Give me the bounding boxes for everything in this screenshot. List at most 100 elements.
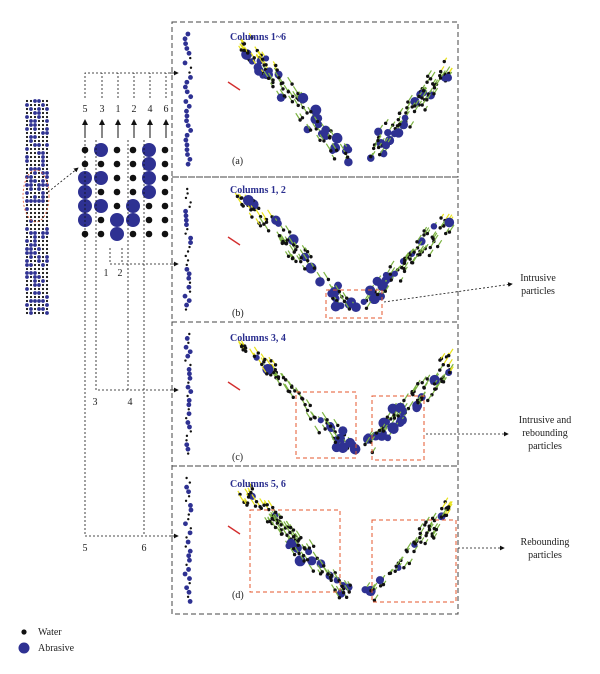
water-particle bbox=[410, 105, 414, 109]
water-particle bbox=[438, 358, 442, 362]
water-particle bbox=[303, 402, 307, 407]
abrasive-particle bbox=[33, 199, 37, 203]
svg-text:particles: particles bbox=[528, 550, 562, 561]
velocity-vector bbox=[227, 381, 241, 391]
velocity-vector bbox=[227, 236, 241, 246]
abrasive-particle bbox=[330, 301, 341, 312]
water-particle bbox=[383, 121, 388, 126]
water-particle bbox=[286, 254, 291, 259]
water-particle bbox=[290, 100, 295, 104]
abrasive-particle bbox=[142, 185, 156, 199]
water-particle bbox=[186, 192, 189, 195]
column-label-6: 6 bbox=[142, 543, 147, 554]
abrasive-particle bbox=[25, 115, 29, 119]
abrasive-particle bbox=[186, 271, 192, 277]
water-particle bbox=[421, 89, 426, 93]
water-particle bbox=[309, 110, 313, 114]
water-particle bbox=[145, 216, 153, 224]
abrasive-particle bbox=[29, 243, 33, 247]
abrasive-particle bbox=[37, 183, 41, 187]
water-particle bbox=[290, 256, 295, 261]
abrasive-particle bbox=[142, 157, 156, 171]
water-particle bbox=[184, 196, 188, 200]
abrasive-particle bbox=[29, 251, 33, 255]
water-particle bbox=[405, 549, 409, 554]
water-particle bbox=[420, 380, 424, 385]
water-particle bbox=[45, 167, 49, 171]
abrasive-particle bbox=[395, 418, 405, 427]
water-particle bbox=[33, 215, 37, 219]
water-particle bbox=[432, 382, 437, 386]
water-particle bbox=[33, 103, 37, 107]
water-particle bbox=[37, 207, 41, 211]
water-particle bbox=[300, 396, 304, 400]
abrasive-particle bbox=[395, 402, 406, 413]
water-particle bbox=[433, 387, 437, 391]
water-particle bbox=[308, 403, 312, 408]
water-particle bbox=[184, 545, 187, 548]
abrasive-particle bbox=[188, 128, 194, 133]
water-particle bbox=[374, 431, 379, 435]
water-particle bbox=[45, 163, 49, 167]
water-particle bbox=[392, 416, 397, 420]
abrasive-particle bbox=[184, 266, 190, 272]
water-particle bbox=[33, 191, 37, 195]
abrasive-particle bbox=[29, 183, 33, 187]
panel-a-tag: (a) bbox=[232, 156, 243, 167]
water-particle bbox=[284, 241, 289, 245]
abrasive-particle bbox=[187, 424, 192, 430]
water-particle bbox=[29, 111, 33, 115]
water-particle bbox=[432, 92, 436, 96]
water-particle bbox=[33, 259, 37, 263]
water-particle bbox=[37, 295, 41, 299]
water-particle bbox=[29, 127, 33, 131]
water-particle bbox=[298, 118, 302, 122]
abrasive-particle bbox=[25, 275, 29, 279]
water-particle bbox=[41, 255, 45, 259]
abrasive-particle bbox=[45, 183, 49, 187]
water-particle bbox=[37, 223, 41, 227]
water-particle bbox=[277, 76, 281, 80]
water-particle bbox=[186, 595, 190, 599]
abrasive-particle bbox=[29, 271, 33, 275]
water-particle bbox=[438, 69, 443, 74]
water-particle bbox=[25, 139, 29, 143]
water-particle bbox=[33, 131, 37, 135]
water-particle bbox=[286, 389, 290, 393]
water-particle bbox=[41, 267, 45, 271]
water-particle bbox=[242, 42, 247, 46]
water-particle bbox=[33, 203, 37, 207]
water-particle bbox=[337, 289, 342, 294]
water-particle bbox=[435, 244, 440, 249]
water-particle bbox=[33, 155, 37, 159]
abrasive-particle bbox=[37, 115, 41, 119]
abrasive-particle bbox=[184, 89, 190, 95]
abrasive-particle bbox=[187, 530, 193, 536]
column-label-3-top: 3 bbox=[100, 104, 105, 115]
water-particle bbox=[337, 596, 342, 600]
abrasive-particle bbox=[37, 111, 41, 115]
water-particle bbox=[348, 583, 352, 587]
water-particle bbox=[41, 219, 45, 223]
legend-water-marker bbox=[21, 629, 27, 635]
abrasive-particle bbox=[29, 107, 33, 111]
water-particle bbox=[25, 179, 29, 183]
water-particle bbox=[41, 211, 45, 215]
highlight-box-b bbox=[325, 289, 383, 319]
water-particle bbox=[45, 287, 49, 291]
abrasive-particle bbox=[187, 371, 192, 377]
abrasive-particle bbox=[37, 167, 41, 171]
abrasive-particle bbox=[331, 132, 343, 144]
abrasive-particle bbox=[41, 263, 45, 267]
abrasive-particle bbox=[186, 298, 192, 304]
water-particle bbox=[305, 250, 310, 254]
abrasive-particle bbox=[183, 41, 188, 47]
water-particle bbox=[281, 228, 286, 232]
water-particle bbox=[438, 368, 442, 372]
water-particle bbox=[375, 292, 380, 297]
water-particle bbox=[265, 520, 270, 524]
water-particle bbox=[129, 146, 137, 154]
water-particle bbox=[292, 552, 297, 557]
abrasive-particle bbox=[41, 235, 45, 239]
water-particle bbox=[45, 195, 49, 199]
